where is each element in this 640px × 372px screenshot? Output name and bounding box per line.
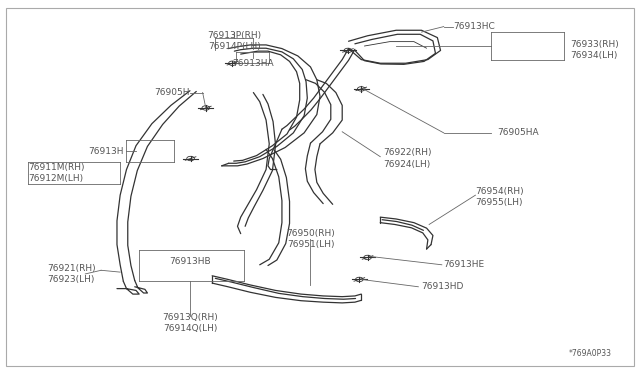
Text: 76922(RH)
76924(LH): 76922(RH) 76924(LH) [383, 148, 432, 169]
Text: 76913HB: 76913HB [169, 257, 211, 266]
Text: *769A0P33: *769A0P33 [569, 349, 612, 358]
Text: 76905HA: 76905HA [498, 128, 540, 137]
Text: 76954(RH)
76955(LH): 76954(RH) 76955(LH) [476, 187, 524, 207]
Text: 76905H: 76905H [154, 88, 190, 97]
Text: 76913H: 76913H [88, 147, 124, 156]
Text: 76913P(RH)
76914P(LH): 76913P(RH) 76914P(LH) [207, 31, 261, 51]
Text: 76950(RH)
76951(LH): 76950(RH) 76951(LH) [286, 229, 335, 249]
Text: 76913HE: 76913HE [444, 260, 485, 269]
Text: 76913HD: 76913HD [422, 282, 464, 291]
Text: 76921(RH)
76923(LH): 76921(RH) 76923(LH) [47, 264, 96, 284]
Text: 76933(RH)
76934(LH): 76933(RH) 76934(LH) [571, 41, 620, 61]
Text: 76913HA: 76913HA [232, 59, 274, 68]
Text: 76911M(RH)
76912M(LH): 76911M(RH) 76912M(LH) [28, 163, 84, 183]
Text: 76913HC: 76913HC [453, 22, 495, 31]
Text: 76913Q(RH)
76914Q(LH): 76913Q(RH) 76914Q(LH) [162, 313, 218, 333]
